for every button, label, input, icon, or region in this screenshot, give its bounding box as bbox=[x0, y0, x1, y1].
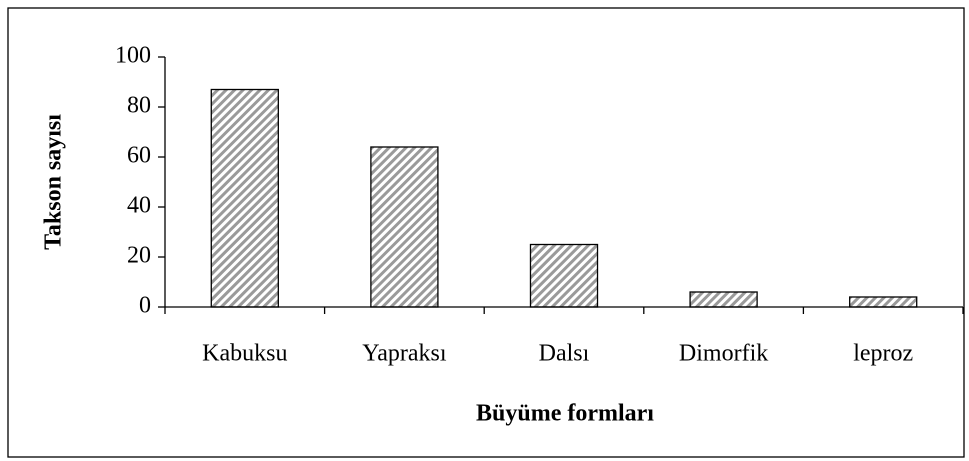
bar bbox=[370, 146, 439, 308]
bar bbox=[849, 296, 918, 308]
bar bbox=[529, 243, 599, 308]
y-tick-label: 0 bbox=[139, 293, 151, 319]
y-tick-label: 40 bbox=[127, 193, 151, 219]
y-tick-label: 60 bbox=[127, 143, 151, 169]
y-tick-label: 100 bbox=[115, 43, 151, 69]
bar bbox=[689, 291, 758, 308]
bar bbox=[210, 88, 279, 308]
chart-frame bbox=[7, 7, 965, 458]
y-axis-title: Takson sayısı bbox=[41, 114, 67, 250]
x-tick-label: Yapraksı bbox=[362, 341, 447, 367]
x-tick-label: leproz bbox=[853, 341, 913, 367]
x-tick-label: Dimorfik bbox=[679, 341, 768, 367]
y-tick-label: 80 bbox=[127, 93, 151, 119]
x-axis-title: Büyüme formları bbox=[476, 401, 654, 427]
x-tick-label: Kabuksu bbox=[202, 341, 287, 367]
y-tick-label: 20 bbox=[127, 243, 151, 269]
x-tick-label: Dalsı bbox=[539, 341, 590, 367]
